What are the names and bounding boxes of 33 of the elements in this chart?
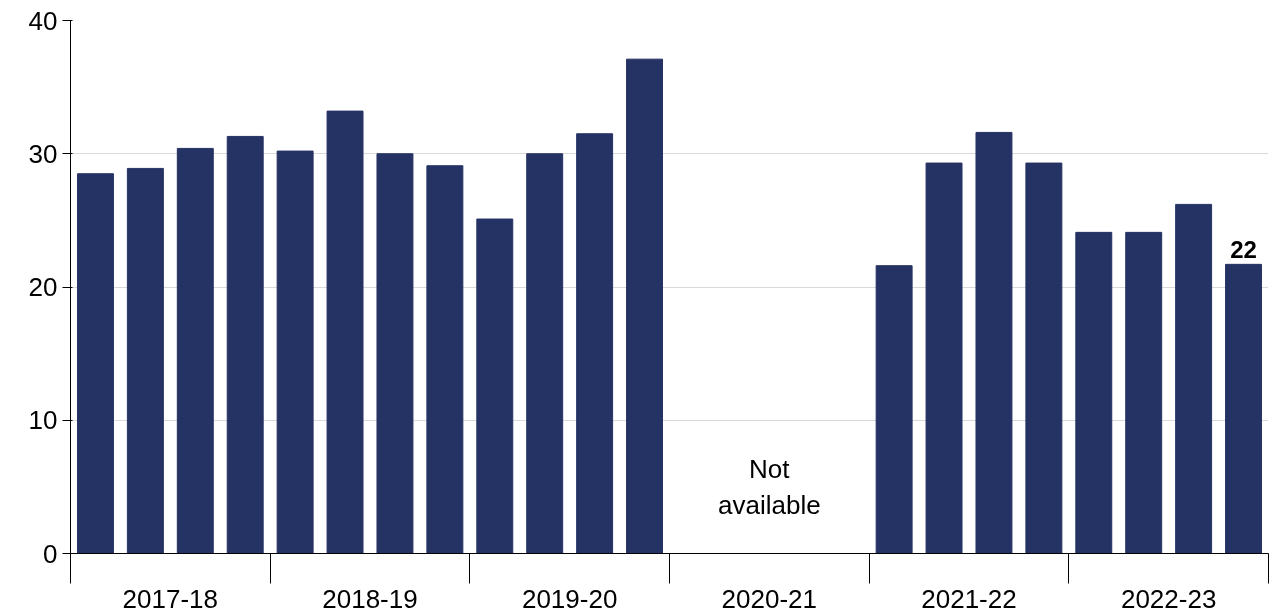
bar [925, 162, 963, 554]
bar [76, 173, 114, 554]
bar [326, 110, 364, 554]
bar [426, 165, 464, 554]
bar [176, 147, 214, 554]
y-tick-label: 10 [28, 405, 58, 436]
y-tick-label: 40 [28, 5, 58, 36]
y-tick-label: 30 [28, 138, 58, 169]
y-tick-label: 20 [28, 272, 58, 302]
x-tick-label: 2021-22 [921, 583, 1017, 610]
bar [975, 131, 1013, 554]
bar [126, 167, 164, 554]
bar [576, 133, 614, 554]
bar [1075, 231, 1113, 554]
bar [376, 153, 414, 554]
bar [1025, 162, 1063, 554]
x-tick-label: 2019-20 [521, 583, 618, 610]
data-label: 22 [1230, 236, 1257, 264]
annotation: Not available [718, 453, 821, 520]
bar [276, 150, 314, 554]
bar [226, 135, 264, 554]
bar [1125, 231, 1163, 554]
x-tick-label: 2020-21 [721, 583, 818, 610]
bar [1175, 203, 1213, 554]
x-tick-label: 2022-23 [1120, 583, 1217, 610]
bar [526, 153, 564, 554]
x-tick-label: 2018-19 [322, 583, 418, 610]
bar [476, 218, 514, 554]
x-tick-label: 2017-18 [122, 583, 219, 610]
bar [626, 58, 664, 554]
bar [1225, 263, 1263, 554]
bar [875, 265, 913, 554]
y-tick-label: 0 [43, 538, 58, 569]
